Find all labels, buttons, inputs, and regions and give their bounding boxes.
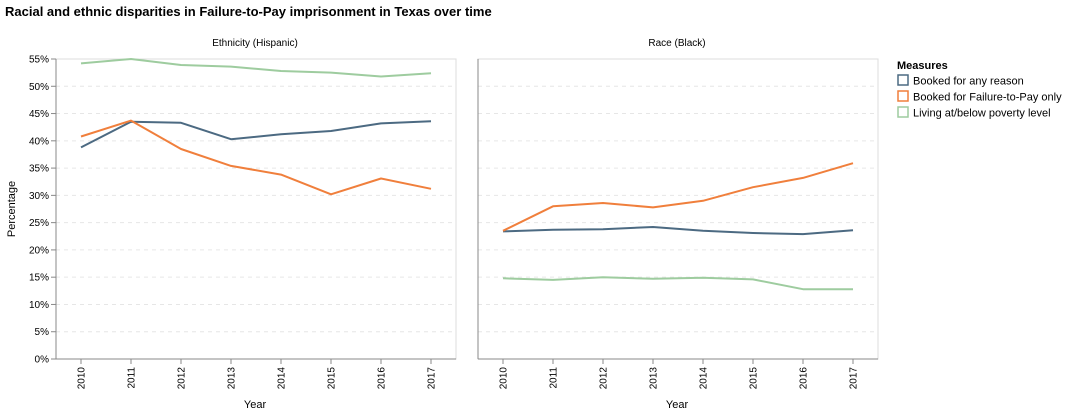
x-axis-title-hispanic: Year <box>244 399 267 411</box>
x-axis-title-black: Year <box>666 399 689 411</box>
y-tick-label: 10% <box>29 300 49 311</box>
facet-title-hispanic: Ethnicity (Hispanic) <box>212 38 298 49</box>
series-line-living-at-below-poverty-level-black <box>502 276 853 291</box>
y-tick-label: 50% <box>29 82 49 93</box>
x-tick-label: 2013 <box>649 367 660 390</box>
y-tick-label: 25% <box>29 218 49 229</box>
series-line-booked-for-any-reason-hispanic <box>80 120 432 149</box>
x-tick-label: 2010 <box>499 367 510 390</box>
facet-hispanic: Ethnicity (Hispanic) 0% 5% 10% 15% 20% 25% 30%… <box>29 38 457 390</box>
x-tick-label: 2012 <box>177 367 188 390</box>
facet-black: Race (Black) 2010 2011 2012 2013 2014 2015 201… <box>477 38 879 390</box>
legend-label: Booked for Failure-to-Pay only <box>913 92 1062 104</box>
y-tick-label: 45% <box>29 109 49 120</box>
x-tick-label: 2016 <box>799 367 810 390</box>
y-tick-label: 15% <box>29 273 49 284</box>
legend-swatch <box>897 74 909 86</box>
x-tick-label: 2015 <box>327 367 338 390</box>
facet-title-black: Race (Black) <box>648 38 705 49</box>
legend-title: Measures <box>897 60 948 72</box>
y-tick-label: 20% <box>29 245 49 256</box>
chart-title: Racial and ethnic disparities in Failure… <box>5 4 492 19</box>
x-tick-label: 2015 <box>749 367 760 390</box>
x-tick-label: 2011 <box>549 367 560 389</box>
x-tick-label: 2017 <box>849 367 860 390</box>
y-tick-label: 35% <box>29 164 49 175</box>
legend: Measures Booked for any reason Booked for… <box>897 60 1062 120</box>
series-line-booked-for-any-reason-black <box>502 226 854 236</box>
legend-label: Booked for any reason <box>913 76 1024 88</box>
series-line-living-at-below-poverty-level-hispanic <box>80 58 432 78</box>
series-line-booked-for-failure-to-pay-only-black <box>502 162 854 232</box>
x-tick-label: 2011 <box>127 367 138 389</box>
legend-swatch <box>897 106 909 118</box>
legend-swatch <box>897 90 909 102</box>
y-tick-label: 30% <box>29 191 49 202</box>
x-tick-label: 2016 <box>377 367 388 390</box>
panel-frame <box>477 58 879 360</box>
y-axis-title: Percentage <box>6 181 18 237</box>
y-tick-label: 0% <box>35 355 50 366</box>
x-tick-label: 2010 <box>77 367 88 390</box>
legend-label: Living at/below poverty level <box>913 108 1051 120</box>
x-tick-label: 2013 <box>227 367 238 390</box>
x-tick-label: 2012 <box>599 367 610 390</box>
x-tick-label: 2014 <box>277 367 288 390</box>
x-tick-label: 2017 <box>427 367 438 390</box>
panel-frame <box>55 58 457 360</box>
y-tick-label: 40% <box>29 136 49 147</box>
y-tick-label: 5% <box>35 327 50 338</box>
series-line-booked-for-failure-to-pay-only-hispanic <box>80 119 432 196</box>
y-tick-label: 55% <box>29 55 49 66</box>
x-tick-label: 2014 <box>699 367 710 390</box>
